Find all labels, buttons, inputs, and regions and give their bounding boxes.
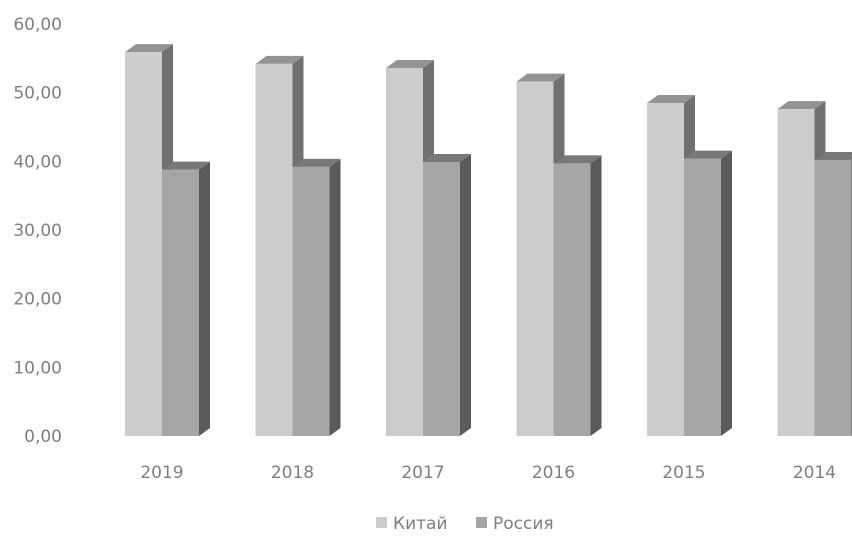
bar-top (684, 150, 732, 159)
bar-front (647, 102, 684, 436)
y-tick-label: 10,00 (13, 358, 62, 378)
bar-russia-2015 (684, 150, 732, 436)
bar-side (460, 154, 471, 436)
y-axis: 0,00 10,00 20,00 30,00 40,00 50,00 60,00 (13, 15, 62, 447)
legend-swatch (476, 517, 487, 528)
y-tick-label: 60,00 (13, 15, 62, 35)
y-tick-label: 50,00 (13, 84, 62, 104)
legend-item-russia: Россия (476, 514, 554, 534)
bar-front (553, 163, 591, 437)
bar-front (423, 162, 460, 436)
bar-group (125, 44, 852, 437)
legend-swatch (376, 517, 387, 528)
bar-top (292, 158, 341, 167)
x-tick-label: 2014 (793, 463, 836, 483)
legend-label: Китай (393, 514, 448, 534)
bar-top (255, 55, 304, 64)
bar-side (590, 155, 602, 437)
legend-item-china: Китай (376, 514, 448, 534)
bar-side (721, 150, 732, 436)
x-tick-label: 2017 (401, 463, 444, 483)
bar-china-2018 (255, 55, 304, 437)
bar-front (516, 81, 554, 437)
bar-front (814, 159, 852, 436)
bar-side (199, 161, 210, 436)
bar-top (814, 151, 852, 160)
x-tick-label: 2016 (532, 463, 575, 483)
y-tick-label: 20,00 (13, 290, 62, 310)
bar-front (777, 109, 815, 436)
bar-front (292, 166, 330, 436)
legend-label: Россия (493, 514, 554, 534)
bar-russia-2018 (292, 158, 341, 436)
x-axis: 2019 2018 2017 2016 2015 2014 (140, 463, 836, 483)
x-tick-label: 2015 (662, 463, 705, 483)
bar-top (423, 154, 471, 163)
bar-front (386, 67, 423, 437)
bar-top (777, 101, 826, 110)
bar-side (329, 158, 341, 436)
bar-top (125, 44, 173, 53)
bar-top (516, 73, 565, 82)
y-tick-label: 30,00 (13, 221, 62, 241)
y-tick-label: 0,00 (24, 427, 62, 447)
bar-front (255, 63, 293, 437)
bar-top (386, 59, 434, 68)
bar-top (647, 94, 695, 103)
bar-front (125, 52, 162, 437)
bar-russia-2019 (162, 161, 210, 436)
x-tick-label: 2019 (140, 463, 183, 483)
legend: Китай Россия (376, 514, 554, 534)
x-tick-label: 2018 (271, 463, 314, 483)
bar-top (553, 155, 602, 164)
bar-front (162, 169, 199, 436)
bar-russia-2016 (553, 155, 602, 437)
bar-top (162, 161, 210, 170)
bar-russia-2014 (814, 151, 852, 436)
bar-russia-2017 (423, 154, 471, 436)
bar-front (684, 158, 721, 436)
y-tick-label: 40,00 (13, 152, 62, 172)
